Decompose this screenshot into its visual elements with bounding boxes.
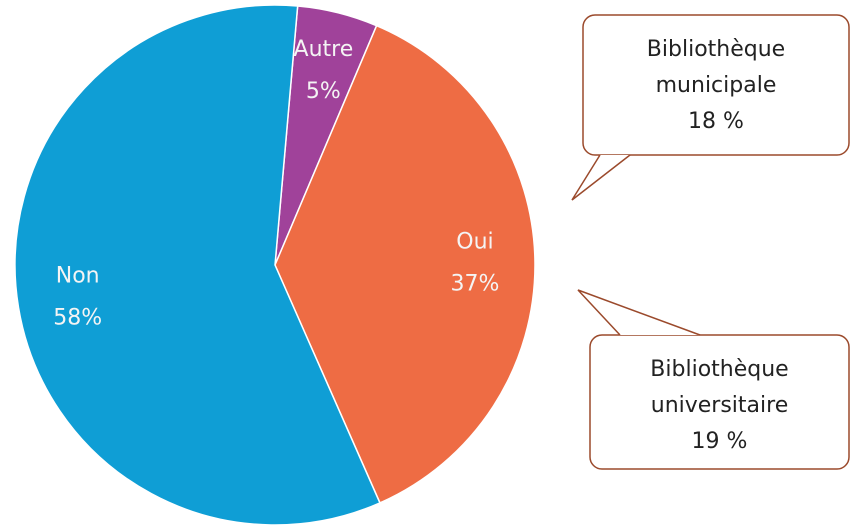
pie-slice bbox=[274, 24, 536, 504]
callout-text: universitaire bbox=[651, 393, 789, 418]
callout-tail bbox=[577, 289, 701, 336]
slice-value-label: 58% bbox=[53, 306, 102, 331]
callout-box bbox=[589, 334, 850, 470]
callout-text: 19 % bbox=[692, 429, 748, 454]
slice-category-label: Oui bbox=[456, 230, 493, 255]
callout-text: 18 % bbox=[688, 109, 744, 134]
pie-slice bbox=[14, 4, 381, 525]
slice-category-label: Autre bbox=[294, 37, 354, 62]
slice-value-label: 5% bbox=[306, 79, 341, 104]
callout-text: municipale bbox=[656, 73, 777, 98]
callout-box bbox=[582, 14, 850, 156]
slice-category-label: Non bbox=[56, 264, 100, 289]
callout-tail bbox=[571, 154, 631, 201]
callout-text: Bibliothèque bbox=[650, 357, 788, 382]
slice-value-label: 37% bbox=[451, 272, 500, 297]
callout-text: Bibliothèque bbox=[647, 37, 785, 62]
